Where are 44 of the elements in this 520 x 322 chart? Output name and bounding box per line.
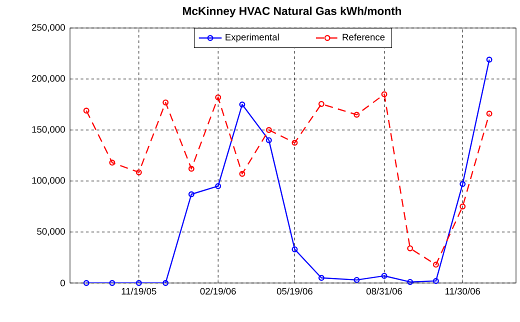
point bbox=[407, 245, 414, 252]
point bbox=[292, 246, 298, 252]
point bbox=[381, 91, 388, 98]
y-tick-label: 200,000 bbox=[32, 75, 65, 83]
point bbox=[460, 181, 466, 188]
point bbox=[318, 100, 324, 107]
y-tick-label: 250,000 bbox=[32, 24, 65, 32]
point bbox=[109, 280, 116, 286]
y-tick-label: 150,000 bbox=[32, 126, 65, 134]
legend-label: Reference bbox=[342, 34, 385, 40]
point bbox=[354, 112, 360, 118]
point bbox=[432, 278, 439, 284]
legend-label: Experimental bbox=[226, 34, 279, 42]
point bbox=[407, 278, 414, 285]
point bbox=[215, 183, 222, 190]
point bbox=[292, 140, 298, 146]
point bbox=[354, 276, 360, 283]
point bbox=[239, 102, 246, 108]
point bbox=[486, 110, 492, 117]
point bbox=[83, 108, 90, 114]
point bbox=[188, 191, 194, 198]
chart-title: McKinney HVAC Natural Gas kWh/month bbox=[182, 6, 402, 18]
point bbox=[188, 166, 194, 172]
y-tick-label: 0 bbox=[60, 280, 65, 286]
point bbox=[460, 204, 466, 210]
point bbox=[136, 169, 142, 176]
y-tick-label: 50,000 bbox=[37, 228, 65, 236]
point bbox=[162, 280, 169, 286]
point bbox=[109, 160, 116, 166]
x-tick-label: 11/19/05 bbox=[122, 288, 156, 295]
y-tick-label: 100,000 bbox=[32, 177, 65, 185]
point bbox=[432, 262, 439, 268]
point bbox=[318, 274, 324, 281]
point bbox=[136, 280, 142, 286]
point bbox=[266, 137, 272, 144]
point bbox=[381, 272, 388, 279]
x-tick-label: 05/19/06 bbox=[276, 288, 312, 295]
x-tick-label: 02/19/06 bbox=[200, 288, 236, 295]
x-tick-label: 11/30/06 bbox=[446, 288, 480, 295]
point bbox=[239, 170, 246, 177]
point bbox=[162, 99, 169, 106]
point bbox=[215, 94, 222, 100]
point bbox=[266, 127, 272, 133]
x-tick-label: 08/31/06 bbox=[366, 288, 402, 295]
